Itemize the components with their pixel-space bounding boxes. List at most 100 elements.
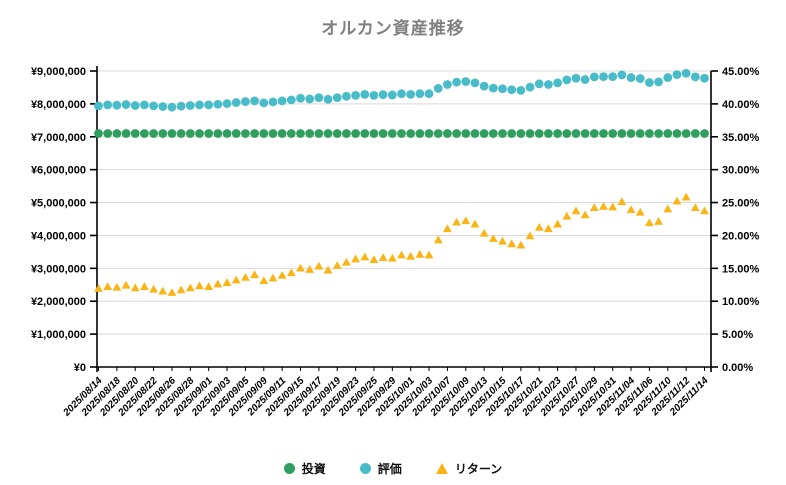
left-axis-tick-label: ¥0 — [74, 362, 86, 374]
return-marker — [424, 250, 434, 259]
return-marker — [158, 286, 168, 295]
return-marker — [681, 192, 691, 201]
right-axis-tick-label: 10.00% — [722, 296, 760, 308]
return-marker — [286, 268, 296, 277]
invest-marker — [103, 129, 113, 138]
valuation-marker — [663, 73, 673, 82]
return-marker — [700, 206, 709, 215]
invest-marker — [635, 129, 645, 138]
valuation-marker — [470, 78, 480, 88]
invest-circle-icon — [283, 463, 295, 474]
invest-marker — [277, 129, 287, 138]
return-marker — [112, 282, 122, 291]
return-marker — [130, 283, 140, 292]
invest-marker — [488, 129, 498, 138]
valuation-marker — [498, 84, 507, 94]
legend-label-invest: 投資 — [301, 462, 326, 476]
invest-marker — [562, 129, 572, 138]
return-marker — [231, 275, 241, 284]
invest-marker — [305, 129, 315, 138]
valuation-marker — [103, 100, 113, 110]
invest-marker — [534, 129, 544, 138]
valuation-marker — [580, 75, 590, 84]
invest-marker — [158, 129, 168, 138]
valuation-marker — [231, 98, 241, 107]
valuation-marker — [553, 78, 562, 88]
invest-marker — [516, 129, 526, 138]
left-axis-tick-label: ¥9,000,000 — [31, 66, 86, 78]
right-axis-tick-label: 25.00% — [722, 198, 760, 210]
valuation-marker — [617, 70, 627, 80]
invest-marker — [645, 129, 654, 138]
valuation-marker — [654, 77, 663, 87]
invest-marker — [296, 129, 305, 138]
return-marker — [452, 217, 461, 226]
return-marker — [296, 263, 305, 272]
valuation-marker — [415, 89, 425, 99]
return-marker — [544, 224, 553, 233]
return-marker — [314, 261, 324, 270]
valuation-marker — [479, 81, 489, 91]
valuation-marker — [507, 85, 517, 95]
return-marker — [259, 276, 269, 285]
left-axis-tick-label: ¥5,000,000 — [31, 198, 86, 210]
valuation-marker — [140, 100, 149, 110]
valuation-marker — [259, 98, 269, 108]
invest-marker — [470, 129, 480, 138]
return-marker — [626, 205, 636, 213]
invest-marker — [332, 129, 342, 138]
legend-item-return: リターン — [435, 460, 502, 477]
valuation-marker — [433, 84, 443, 93]
valuation-marker — [562, 75, 572, 85]
invest-marker — [443, 129, 452, 138]
valuation-marker — [112, 100, 122, 110]
return-marker — [351, 254, 360, 263]
valuation-marker — [397, 89, 406, 99]
invest-marker — [672, 129, 682, 138]
invest-marker — [231, 129, 241, 138]
invest-marker — [222, 129, 232, 138]
return-marker — [461, 216, 471, 225]
valuation-marker — [369, 90, 379, 100]
valuation-marker — [250, 96, 259, 106]
return-marker — [635, 207, 645, 216]
return-marker — [332, 261, 342, 269]
left-axis-tick-label: ¥2,000,000 — [31, 296, 86, 308]
invest-marker — [397, 129, 406, 138]
right-axis-tick-label: 0.00% — [722, 362, 753, 374]
return-marker — [185, 283, 195, 292]
return-marker — [599, 201, 608, 210]
return-marker — [277, 270, 287, 279]
return-marker — [360, 252, 370, 261]
return-marker — [305, 265, 315, 273]
invest-marker — [663, 129, 673, 138]
invest-marker — [204, 129, 214, 138]
valuation-marker — [286, 95, 296, 105]
invest-marker — [360, 129, 370, 138]
invest-marker — [176, 129, 186, 138]
valuation-marker — [700, 73, 709, 83]
valuation-marker — [195, 100, 204, 110]
left-axis-tick-label: ¥4,000,000 — [31, 230, 86, 242]
valuation-marker — [626, 73, 636, 82]
valuation-marker — [635, 74, 645, 83]
right-axis-tick-label: 45.00% — [722, 66, 760, 78]
return-marker — [516, 240, 526, 249]
valuation-marker — [121, 100, 131, 109]
valuation-marker — [241, 97, 250, 106]
return-marker — [103, 282, 113, 290]
valuation-marker — [488, 83, 498, 93]
return-marker — [397, 250, 406, 259]
invest-marker — [121, 129, 131, 138]
legend-label-valuation: 評価 — [377, 462, 402, 476]
valuation-marker — [690, 72, 700, 82]
right-axis-tick-label: 20.00% — [722, 230, 760, 242]
return-marker — [645, 218, 654, 227]
invest-marker — [654, 129, 663, 138]
valuation-marker — [571, 73, 581, 83]
invest-marker — [700, 129, 709, 138]
return-marker — [617, 197, 627, 206]
return-marker — [443, 224, 452, 233]
invest-marker — [571, 129, 581, 138]
